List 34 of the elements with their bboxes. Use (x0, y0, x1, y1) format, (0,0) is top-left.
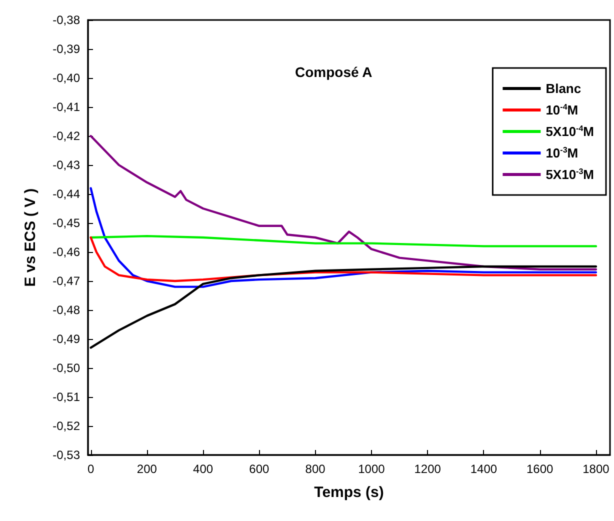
x-tick-label: 1400 (470, 462, 498, 476)
y-tick-label: -0,52 (52, 419, 80, 433)
y-tick-label: -0,44 (52, 187, 80, 201)
x-tick-label: 1200 (414, 462, 442, 476)
y-tick-label: -0,49 (52, 332, 80, 346)
text: Composé A (295, 64, 372, 80)
y-tick-label: -0,45 (52, 216, 80, 230)
x-axis-title: Temps (s) (314, 484, 384, 501)
x-tick-label: 400 (193, 462, 214, 476)
y-tick-label: -0,43 (52, 158, 80, 172)
y-tick-label: -0,50 (52, 361, 80, 375)
y-tick-label: -0,47 (52, 274, 80, 288)
x-tick-label: 800 (305, 462, 326, 476)
y-tick-label: -0,48 (52, 303, 80, 317)
y-tick-label: -0,46 (52, 245, 80, 259)
y-tick-label: -0,39 (52, 42, 80, 56)
x-tick-label: 600 (249, 462, 270, 476)
line-series (90, 236, 598, 282)
y-axis-title: E vs ECS ( V ) (22, 188, 39, 287)
x-tick-label: 1600 (526, 462, 554, 476)
y-tick-label: -0,40 (52, 71, 80, 85)
y-tick-label: -0,41 (52, 100, 80, 114)
y-tick-label: -0,42 (52, 129, 80, 143)
x-tick-label: 200 (136, 462, 158, 476)
y-tick-label: -0,38 (52, 13, 80, 27)
line-series (90, 234, 598, 248)
x-tick-label: 1800 (582, 462, 610, 476)
y-tick-label: -0,53 (52, 448, 80, 462)
x-tick-label: 0 (87, 462, 94, 476)
line-series (90, 187, 598, 288)
x-tick-label: 1000 (358, 462, 386, 476)
y-tick-label: -0,51 (52, 390, 80, 404)
legend-label: Blanc (546, 81, 582, 96)
line-series (90, 134, 598, 270)
